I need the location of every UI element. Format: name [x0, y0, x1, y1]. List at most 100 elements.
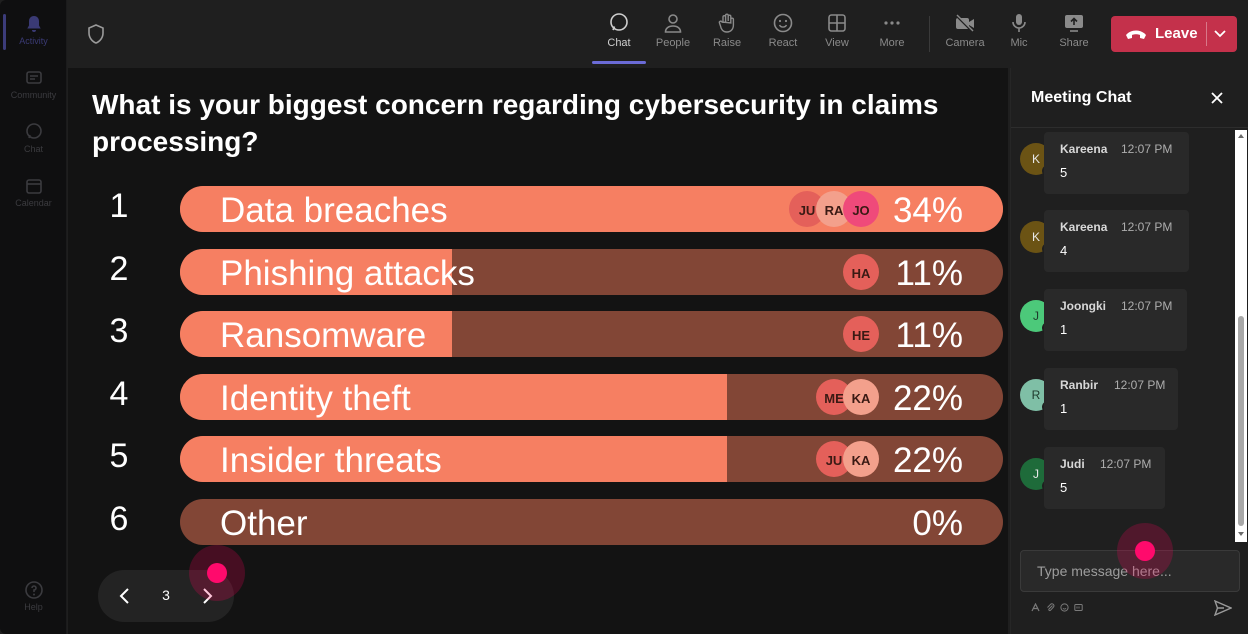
chat-header-divider [1011, 127, 1248, 128]
option-result-fill [180, 436, 727, 482]
people-icon [664, 14, 682, 33]
mic-icon [1012, 14, 1026, 32]
pointer-dot [207, 563, 227, 583]
poll-option-bar: Insider threats 22% JU KA [180, 436, 1003, 482]
mic-button-label: Mic [1010, 37, 1028, 49]
grid-icon [828, 14, 846, 32]
more-button[interactable]: More [868, 8, 916, 62]
chat-message[interactable]: Kareena 12:07 PM 5 [1044, 132, 1189, 194]
camera-off-icon [955, 14, 974, 33]
chat-message-time: 12:07 PM [1114, 378, 1166, 392]
rail-item-help[interactable]: Help [0, 576, 67, 622]
attach-icon[interactable] [1046, 603, 1055, 612]
gif-icon[interactable] [1074, 603, 1083, 612]
chevron-left-icon[interactable] [116, 586, 134, 606]
chat-scroll-thumb[interactable] [1238, 316, 1244, 526]
rail-item-community[interactable]: Community [0, 64, 67, 110]
help-icon [24, 581, 43, 599]
view-button-label: View [825, 37, 849, 49]
option-label: Insider threats [220, 441, 442, 480]
leave-label: Leave [1155, 25, 1198, 42]
chat-compose-box[interactable] [1020, 550, 1240, 592]
more-dots-icon [884, 21, 900, 25]
shield-icon[interactable] [87, 24, 105, 44]
option-percent: 11% [895, 253, 963, 293]
chat-message-text: 4 [1060, 243, 1068, 258]
option-percent: 34% [892, 191, 963, 230]
poll-option-bar: Other 0% [180, 498, 1003, 545]
react-button-label: React [768, 37, 798, 49]
meeting-chat-panel: Meeting Chat K Kareena 12:07 PM 5 K Kareena 12… [1010, 68, 1248, 634]
scroll-up-arrow-icon[interactable] [1237, 132, 1245, 140]
rail-label: Help [24, 602, 43, 612]
rail-label: Activity [19, 36, 48, 46]
close-icon[interactable] [1209, 90, 1225, 106]
hand-icon [718, 13, 735, 33]
chat-message[interactable]: Ranbir 12:07 PM 1 [1044, 368, 1178, 430]
page-number: 3 [162, 587, 170, 603]
poll-option-bar: Data breaches 34% JU RA JO [180, 186, 1003, 232]
option-label: Other [220, 503, 308, 543]
scroll-down-arrow-icon[interactable] [1237, 530, 1245, 538]
option-label: Identity theft [220, 378, 411, 418]
option-percent: 11% [895, 316, 963, 355]
voter-avatars: JU KA [816, 441, 879, 477]
option-result-fill [180, 248, 452, 295]
voter-avatars: JU RA JO [789, 191, 879, 227]
voter-avatar: KA [843, 441, 879, 477]
rail-label: Calendar [15, 198, 52, 208]
share-button-label: Share [1059, 37, 1089, 49]
chat-message-time: 12:07 PM [1121, 220, 1173, 234]
camera-button[interactable]: Camera [941, 8, 989, 62]
rail-label: Chat [23, 144, 43, 154]
voter-avatars: HE [843, 316, 879, 352]
emoji-icon[interactable] [1060, 603, 1069, 612]
calendar-icon [25, 179, 42, 194]
option-percent: 22% [892, 378, 963, 418]
option-label: Data breaches [220, 191, 448, 230]
option-number: 5 [109, 437, 129, 475]
format-icon[interactable] [1031, 603, 1040, 612]
people-button-label: People [655, 37, 691, 49]
leave-button[interactable]: Leave [1111, 16, 1237, 52]
voter-avatars: ME KA [816, 378, 879, 415]
share-screen-icon [1065, 15, 1083, 32]
chat-message-time: 12:07 PM [1100, 457, 1152, 471]
poll-option-bar: Identity theft 22% ME KA [180, 373, 1003, 420]
raise-button-label: Raise [712, 37, 742, 49]
option-number: 2 [109, 249, 129, 288]
voter-avatars: HA [843, 253, 879, 290]
option-label: Ransomware [220, 316, 427, 355]
pointer-indicator [1117, 523, 1173, 579]
react-button[interactable]: React [759, 8, 807, 62]
pointer-indicator [189, 545, 245, 601]
chat-button[interactable]: Chat [592, 8, 646, 64]
view-button[interactable]: View [813, 8, 861, 62]
chevron-right-icon[interactable] [198, 586, 216, 606]
rail-item-calendar[interactable]: Calendar [0, 172, 67, 218]
send-icon[interactable] [1214, 600, 1232, 616]
option-number: 1 [109, 187, 129, 225]
option-number: 4 [109, 374, 129, 413]
chat-message-author: Kareena [1060, 220, 1108, 234]
mic-button[interactable]: Mic [995, 8, 1043, 62]
bell-icon [26, 16, 41, 32]
chevron-down-icon[interactable] [1213, 28, 1227, 40]
rail-label: Community [10, 90, 57, 100]
chat-message[interactable]: Joongki 12:07 PM 1 [1044, 289, 1187, 351]
chat-message-input[interactable] [1021, 551, 1239, 591]
raise-hand-button[interactable]: Raise [703, 8, 751, 62]
share-button[interactable]: Share [1050, 8, 1098, 62]
chat-avatar-initial: J [1033, 467, 1039, 481]
meeting-toolbar: Chat People Raise React View More Camera [67, 0, 1248, 68]
rail-item-activity[interactable]: Activity [0, 10, 67, 56]
chat-message[interactable]: Kareena 12:07 PM 4 [1044, 210, 1189, 272]
chat-message[interactable]: Judi 12:07 PM 5 [1044, 447, 1165, 509]
leave-divider [1206, 22, 1207, 46]
voter-avatar: HE [843, 316, 879, 352]
people-button[interactable]: People [649, 8, 697, 62]
option-result-fill [180, 373, 727, 420]
rail-item-chat[interactable]: Chat [0, 118, 67, 164]
voter-avatar: HA [843, 253, 879, 290]
